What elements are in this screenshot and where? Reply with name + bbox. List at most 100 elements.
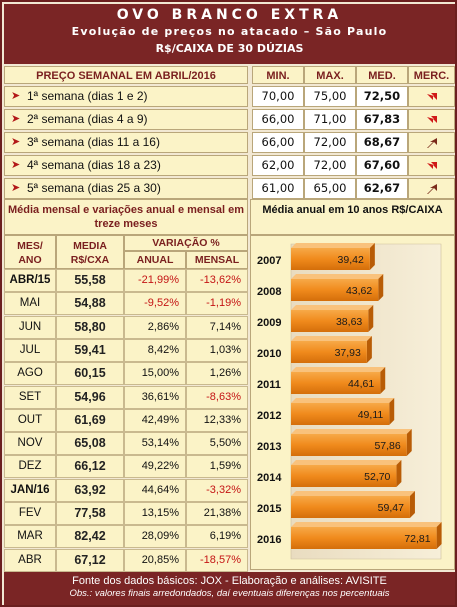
month-avg-cell: 54,88 <box>56 292 124 316</box>
month-cell: OUT <box>4 408 56 432</box>
monthly-variation-cell: -13,62% <box>186 269 248 292</box>
bar-top-face <box>291 398 395 403</box>
week-max: 71,00 <box>304 109 356 130</box>
bar <box>291 341 367 363</box>
category-label: 2012 <box>257 410 281 422</box>
annual-variation-cell: 49,22% <box>124 455 186 479</box>
week-label: ➤ 1ª semana (dias 1 e 2) <box>4 86 248 107</box>
week-market-trend <box>408 155 455 176</box>
report-subtitle: Evolução de preços no atacado – São Paul… <box>71 25 388 38</box>
data-label: 52,70 <box>364 471 390 483</box>
monthly-variation-cell: -18,57% <box>186 548 248 572</box>
bar-side-face <box>368 305 374 332</box>
annual-variation-cell: 44,64% <box>124 478 186 502</box>
month-avg-cell: 54,96 <box>56 385 124 409</box>
week-label: ➤ 3ª semana (dias 11 a 16) <box>4 132 248 153</box>
week-label-text: 3ª semana (dias 11 a 16) <box>27 135 160 149</box>
category-label: 2008 <box>257 286 281 298</box>
data-label: 59,47 <box>378 502 404 514</box>
category-label: 2010 <box>257 348 281 360</box>
report-unit: R$/CAIXA DE 30 DÚZIAS <box>155 42 304 55</box>
col-merc-header: MERC. <box>408 66 455 84</box>
month-cell: MAR <box>4 525 56 549</box>
annual-variation-cell: 42,49% <box>124 408 186 432</box>
annual-average-chart: 2007 39,42 2008 43,62 2009 38,63 2010 37,93 2011… <box>250 235 455 570</box>
bar <box>291 496 410 518</box>
annual-variation-cell: -21,99% <box>124 269 186 292</box>
trend-up-arrow-icon <box>426 138 437 148</box>
bar-side-face <box>409 491 415 518</box>
monthly-variation-cell: 1,03% <box>186 338 248 362</box>
chevron-right-icon: ➤ <box>11 136 21 148</box>
week-med: 67,83 <box>356 109 408 130</box>
week-label: ➤ 2ª semana (dias 4 a 9) <box>4 109 248 130</box>
category-label: 2014 <box>257 472 282 484</box>
month-avg-cell: 61,69 <box>56 408 124 432</box>
bar-side-face <box>396 460 402 487</box>
data-label: 72,81 <box>404 533 430 545</box>
annual-average-chart-svg: 2007 39,42 2008 43,62 2009 38,63 2010 37,93 2011… <box>257 243 442 560</box>
bar-top-face <box>291 429 412 434</box>
month-avg-cell: 67,12 <box>56 548 124 572</box>
bar <box>291 248 370 270</box>
week-med: 62,67 <box>356 178 408 199</box>
col-min-header: MIN. <box>252 66 304 84</box>
month-cell: AGO <box>4 362 56 386</box>
report-title: OVO BRANCO EXTRA <box>116 7 343 23</box>
month-avg-cell: 60,15 <box>56 362 124 386</box>
monthly-variation-cell: 21,38% <box>186 502 248 525</box>
week-med: 72,50 <box>356 86 408 107</box>
week-max: 72,00 <box>304 155 356 176</box>
week-min: 61,00 <box>252 178 304 199</box>
week-label-text: 4ª semana (dias 18 a 23) <box>27 158 161 172</box>
monthly-variation-cell: 7,14% <box>186 315 248 339</box>
week-min: 66,00 <box>252 109 304 130</box>
week-max: 65,00 <box>304 178 356 199</box>
monthly-title: Média mensal e variações anual e mensal … <box>4 199 248 235</box>
bar <box>291 403 390 425</box>
week-max: 75,00 <box>304 86 356 107</box>
week-market-trend <box>408 109 455 130</box>
monthly-variation-cell: 6,19% <box>186 525 248 549</box>
month-cell: JUN <box>4 315 56 339</box>
week-label-text: 1ª semana (dias 1 e 2) <box>27 89 148 103</box>
week-market-trend <box>408 86 455 107</box>
month-avg-cell: 59,41 <box>56 338 124 362</box>
bar <box>291 465 397 487</box>
monthly-variation-cell: 1,59% <box>186 455 248 479</box>
category-label: 2011 <box>257 379 281 391</box>
chevron-right-icon: ➤ <box>11 90 21 102</box>
col-monthly-header: MENSAL <box>186 251 248 269</box>
bar <box>291 310 369 332</box>
data-label: 37,93 <box>335 347 361 359</box>
week-min: 66,00 <box>252 132 304 153</box>
month-avg-cell: 58,80 <box>56 315 124 339</box>
bar-side-face <box>378 274 384 301</box>
week-label: ➤ 5ª semana (dias 25 a 30) <box>4 178 248 199</box>
week-market-trend <box>408 132 455 153</box>
month-cell: FEV <box>4 502 56 525</box>
month-avg-cell: 55,58 <box>56 269 124 292</box>
month-cell: SET <box>4 385 56 409</box>
data-label: 57,86 <box>374 440 400 452</box>
chevron-right-icon: ➤ <box>11 113 21 125</box>
weekly-heading: PREÇO SEMANAL EM ABRIL/2016 <box>4 66 248 84</box>
monthly-variation-cell: -1,19% <box>186 292 248 316</box>
week-max: 72,00 <box>304 132 356 153</box>
monthly-variation-cell: 12,33% <box>186 408 248 432</box>
category-label: 2013 <box>257 441 281 453</box>
data-label: 44,61 <box>348 378 374 390</box>
bar-side-face <box>366 336 372 363</box>
bar-side-face <box>436 522 442 549</box>
bar-side-face <box>380 367 386 394</box>
week-min: 62,00 <box>252 155 304 176</box>
col-med-header: MED. <box>356 66 408 84</box>
week-label: ➤ 4ª semana (dias 18 a 23) <box>4 155 248 176</box>
monthly-variation-cell: 1,26% <box>186 362 248 386</box>
month-cell: ABR <box>4 548 56 572</box>
bar-side-face <box>369 243 375 270</box>
monthly-variation-cell: -8,63% <box>186 385 248 409</box>
month-avg-cell: 66,12 <box>56 455 124 479</box>
chart-title: Média anual em 10 anos R$/CAIXA <box>250 199 455 235</box>
bar <box>291 527 437 549</box>
